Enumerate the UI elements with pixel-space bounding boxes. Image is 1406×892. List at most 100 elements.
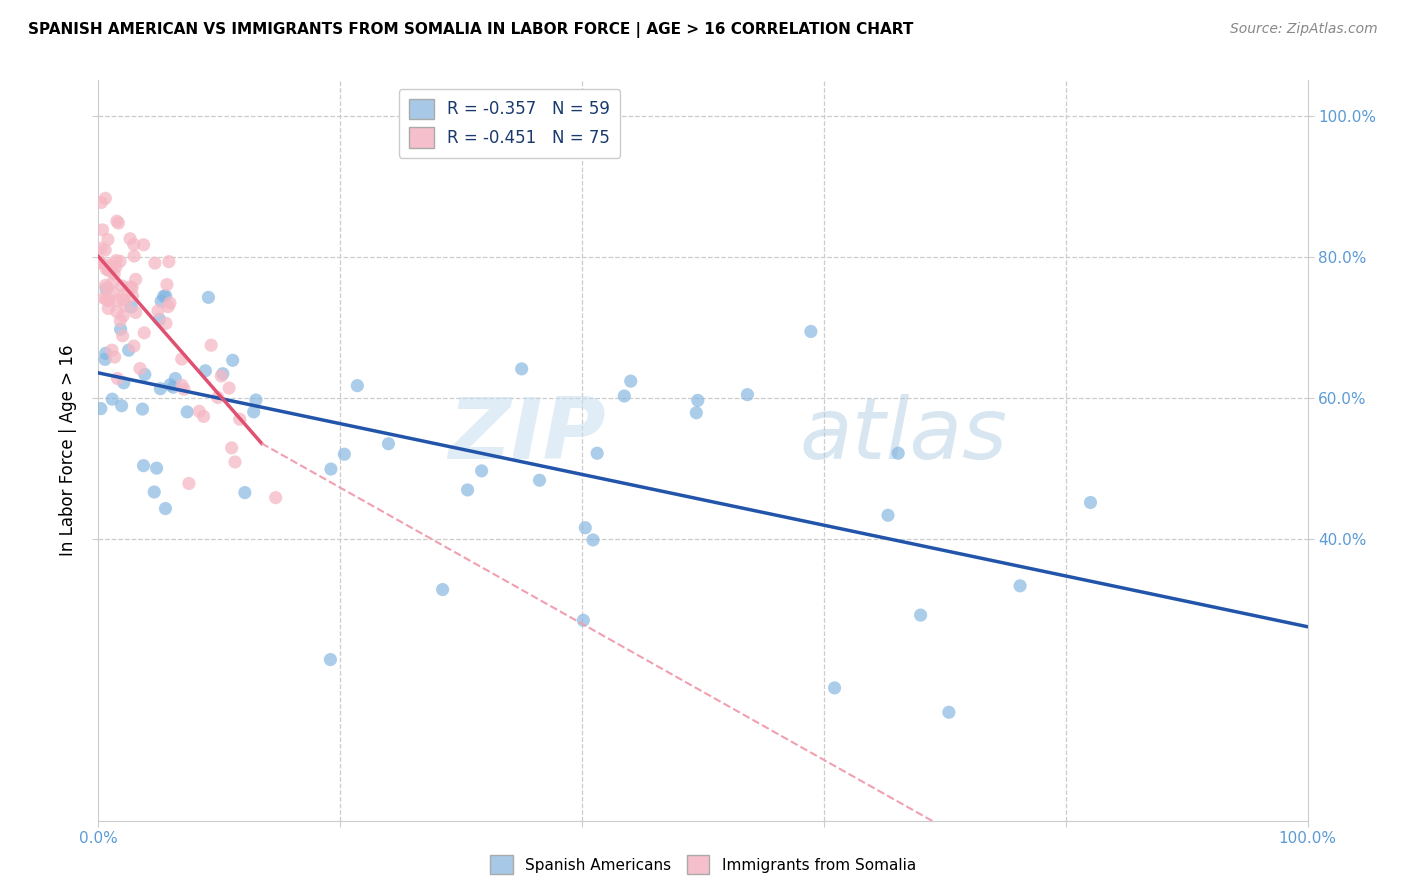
Point [211, 367, 233, 381]
Point [910, 608, 932, 623]
Point [207, 391, 229, 405]
Point [90, 195, 112, 210]
Point [103, 285, 125, 300]
Point [457, 483, 479, 497]
Point [149, 382, 172, 396]
Point [89, 255, 111, 269]
Point [122, 237, 145, 252]
Point [122, 339, 145, 353]
Point [124, 272, 146, 286]
Point [162, 380, 184, 394]
Text: atlas: atlas [800, 394, 1008, 477]
Point [233, 485, 256, 500]
Point [159, 296, 181, 310]
Point [155, 501, 177, 516]
Point [89, 254, 111, 268]
Point [132, 458, 155, 473]
Point [97, 301, 120, 316]
Point [264, 491, 287, 505]
Point [1080, 495, 1102, 509]
Point [97, 261, 120, 276]
Point [148, 312, 170, 326]
Point [194, 364, 217, 378]
Point [143, 485, 166, 500]
Point [122, 249, 145, 263]
Point [173, 382, 195, 396]
Point [101, 392, 124, 406]
Point [229, 412, 252, 426]
Point [510, 362, 533, 376]
Point [120, 232, 142, 246]
Point [120, 280, 142, 294]
Point [94, 261, 117, 276]
Point [112, 309, 135, 323]
Point [877, 508, 900, 523]
Point [93, 291, 115, 305]
Point [887, 446, 910, 460]
Point [224, 455, 246, 469]
Point [104, 260, 127, 274]
Point [132, 237, 155, 252]
Point [111, 399, 134, 413]
Point [90, 401, 112, 416]
Point [110, 314, 132, 328]
Point [104, 350, 127, 364]
Point [97, 233, 120, 247]
Point [94, 293, 117, 307]
Point [685, 406, 707, 420]
Point [94, 352, 117, 367]
Point [114, 287, 136, 301]
Point [156, 277, 179, 292]
Point [97, 263, 120, 277]
Point [165, 371, 187, 385]
Point [94, 278, 117, 293]
Point [471, 464, 494, 478]
Point [131, 402, 153, 417]
Point [319, 652, 342, 666]
Point [94, 346, 117, 360]
Y-axis label: In Labor Force | Age > 16: In Labor Force | Age > 16 [59, 344, 77, 557]
Text: SPANISH AMERICAN VS IMMIGRANTS FROM SOMALIA IN LABOR FORCE | AGE > 16 CORRELATIO: SPANISH AMERICAN VS IMMIGRANTS FROM SOMA… [28, 22, 914, 38]
Point [177, 476, 200, 491]
Point [134, 368, 156, 382]
Point [333, 447, 356, 461]
Point [824, 681, 846, 695]
Point [200, 338, 222, 352]
Point [97, 293, 120, 308]
Point [90, 241, 112, 255]
Point [111, 279, 134, 293]
Point [152, 289, 174, 303]
Point [129, 361, 152, 376]
Point [94, 191, 117, 205]
Point [170, 378, 193, 392]
Point [105, 304, 128, 318]
Point [1010, 579, 1032, 593]
Point [114, 299, 136, 313]
Point [582, 533, 605, 547]
Point [103, 267, 125, 281]
Point [97, 293, 120, 308]
Point [143, 256, 166, 270]
Point [101, 275, 124, 289]
Point [377, 436, 399, 450]
Point [242, 405, 264, 419]
Point [157, 254, 180, 268]
Point [98, 258, 121, 272]
Point [146, 303, 169, 318]
Point [686, 393, 709, 408]
Point [432, 582, 454, 597]
Point [91, 223, 114, 237]
Point [346, 378, 368, 392]
Legend: Spanish Americans, Immigrants from Somalia: Spanish Americans, Immigrants from Somal… [484, 849, 922, 880]
Point [221, 441, 243, 455]
Point [94, 243, 117, 257]
Point [170, 352, 193, 367]
Point [111, 328, 134, 343]
Point [800, 325, 823, 339]
Point [97, 260, 120, 275]
Point [159, 377, 181, 392]
Legend: R = -0.357   N = 59, R = -0.451   N = 75: R = -0.357 N = 59, R = -0.451 N = 75 [399, 88, 620, 158]
Point [96, 280, 118, 294]
Point [529, 473, 551, 487]
Point [94, 282, 117, 296]
